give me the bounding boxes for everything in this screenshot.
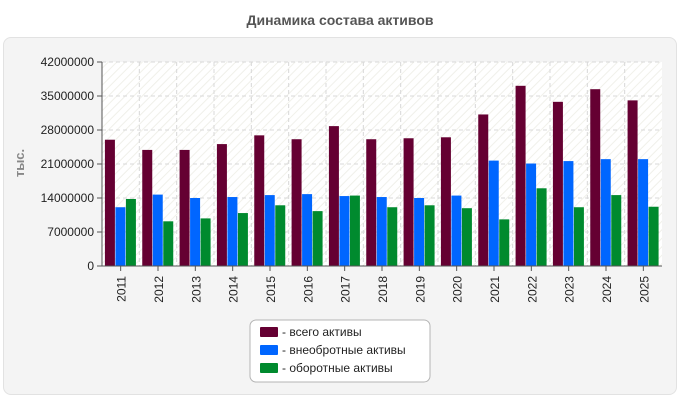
bar-2014-series-2 xyxy=(227,197,238,266)
bar-2022-series-3 xyxy=(536,188,547,266)
bar-2025-series-2 xyxy=(638,159,649,266)
y-tick-label: 42000000 xyxy=(41,55,95,69)
bar-2018-series-3 xyxy=(387,207,398,266)
bar-2024-series-3 xyxy=(611,195,622,266)
bar-2022-series-2 xyxy=(526,163,537,266)
legend: - всего активы - внеобротные активы - обор… xyxy=(249,319,431,383)
legend-swatch-1 xyxy=(260,327,278,337)
bar-2012-series-2 xyxy=(152,194,163,266)
bar-2025-series-3 xyxy=(648,206,659,266)
x-tick-label: 2019 xyxy=(413,276,427,303)
bar-2020-series-2 xyxy=(451,195,462,266)
bar-2019-series-2 xyxy=(414,198,425,266)
bar-2016-series-2 xyxy=(302,194,313,266)
bar-2017-series-1 xyxy=(328,126,339,266)
bar-2019-series-1 xyxy=(403,138,414,266)
bar-2021-series-1 xyxy=(478,114,489,266)
bar-2014-series-3 xyxy=(237,213,248,266)
bar-2020-series-1 xyxy=(440,137,451,266)
bar-2013-series-1 xyxy=(179,149,190,266)
y-tick-label: 0 xyxy=(87,259,94,273)
x-tick-label: 2024 xyxy=(600,276,614,303)
y-tick-label: 35000000 xyxy=(41,89,95,103)
legend-swatch-3 xyxy=(260,363,278,373)
x-tick-label: 2017 xyxy=(339,276,353,303)
bar-2017-series-3 xyxy=(349,195,360,266)
bar-2022-series-1 xyxy=(515,85,526,266)
bar-2012-series-3 xyxy=(163,221,174,266)
bar-2023-series-3 xyxy=(573,207,584,266)
bar-2011-series-2 xyxy=(115,207,126,266)
x-tick-label: 2021 xyxy=(488,276,502,303)
legend-label-1: - всего активы xyxy=(282,325,362,339)
x-tick-label: 2013 xyxy=(189,276,203,303)
x-tick-label: 2022 xyxy=(525,276,539,303)
x-tick-label: 2025 xyxy=(637,276,651,303)
legend-label-3: - оборотные активы xyxy=(282,361,393,375)
bar-2021-series-2 xyxy=(488,160,499,266)
bar-2024-series-1 xyxy=(590,89,601,266)
bar-2014-series-1 xyxy=(216,144,227,266)
bar-2016-series-1 xyxy=(291,139,302,266)
legend-label-2: - внеобротные активы xyxy=(282,343,406,357)
bar-2020-series-3 xyxy=(461,208,472,266)
y-tick-label: 21000000 xyxy=(41,157,95,171)
bar-2017-series-2 xyxy=(339,196,350,266)
bar-2015-series-2 xyxy=(264,195,275,266)
y-tick-label: 28000000 xyxy=(41,123,95,137)
bar-2015-series-3 xyxy=(275,205,286,266)
bar-2023-series-1 xyxy=(552,101,563,266)
x-tick-label: 2018 xyxy=(376,276,390,303)
bar-2019-series-3 xyxy=(424,205,435,266)
page-title: Динамика состава активов xyxy=(246,12,434,28)
x-tick-label: 2020 xyxy=(451,276,465,303)
bar-2016-series-3 xyxy=(312,211,323,266)
bar-2024-series-2 xyxy=(600,159,611,266)
bar-2025-series-1 xyxy=(627,100,638,266)
bar-2023-series-2 xyxy=(563,161,574,266)
legend-box xyxy=(249,319,431,383)
bar-2021-series-3 xyxy=(499,219,510,266)
bar-2011-series-1 xyxy=(104,139,115,266)
x-tick-label: 2012 xyxy=(152,276,166,303)
x-tick-label: 2015 xyxy=(264,276,278,303)
bar-2018-series-1 xyxy=(366,139,377,266)
bar-2013-series-3 xyxy=(200,218,211,266)
bar-2018-series-2 xyxy=(376,197,387,266)
x-tick-label: 2016 xyxy=(301,276,315,303)
x-tick-label: 2023 xyxy=(563,276,577,303)
bar-2011-series-3 xyxy=(125,198,136,266)
bar-2012-series-1 xyxy=(142,149,153,266)
bar-2015-series-1 xyxy=(254,135,265,266)
y-tick-label: 14000000 xyxy=(41,191,95,205)
y-tick-label: 7000000 xyxy=(47,225,94,239)
legend-swatch-2 xyxy=(260,345,278,355)
bar-2013-series-2 xyxy=(190,198,201,266)
x-tick-label: 2014 xyxy=(227,276,241,303)
y-axis-label: тыс. xyxy=(12,149,27,177)
x-tick-label: 2011 xyxy=(115,276,129,302)
